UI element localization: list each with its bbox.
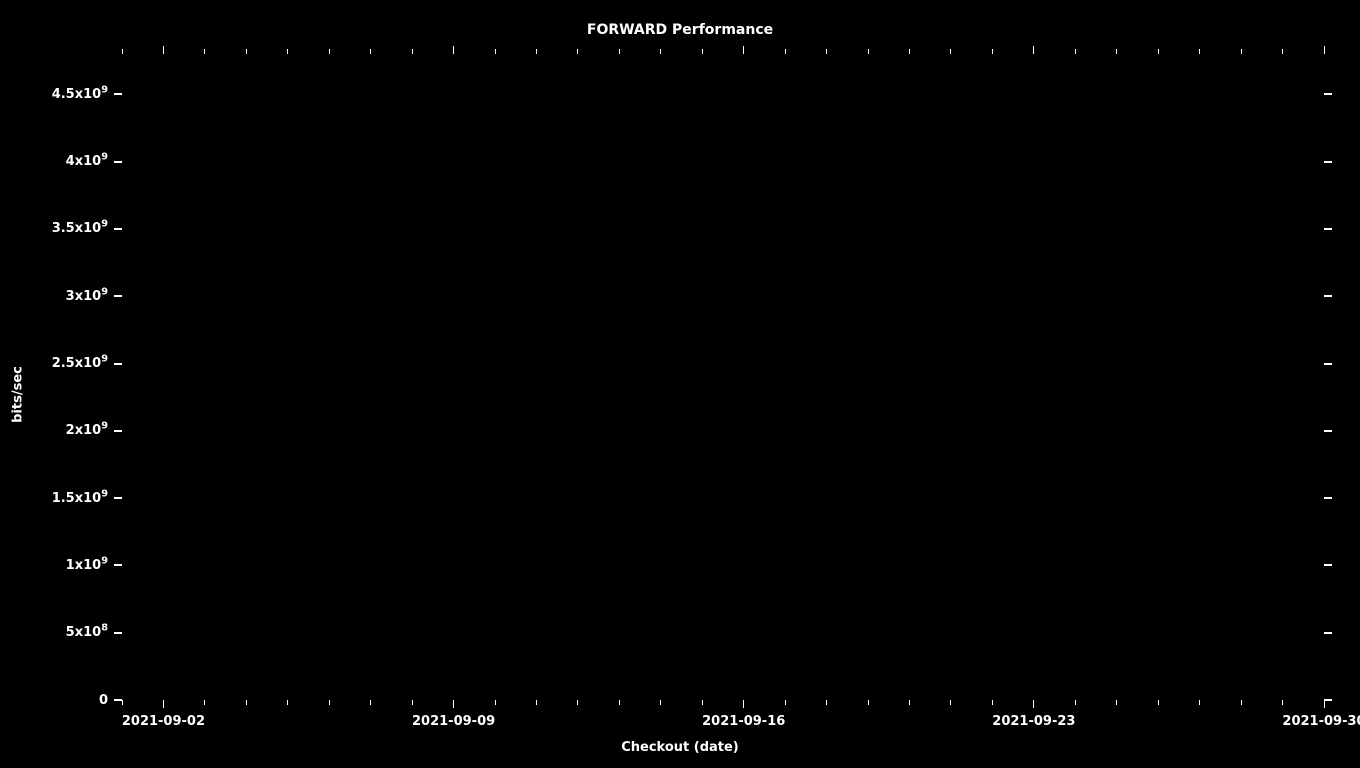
- x-tick-label: 2021-09-16: [702, 714, 785, 729]
- y-tick-mark: [1324, 564, 1332, 566]
- x-tick-mark: [826, 700, 827, 705]
- x-tick-mark: [577, 700, 578, 705]
- y-tick-label: 3x109: [66, 289, 108, 304]
- x-tick-mark: [536, 49, 537, 54]
- x-tick-mark: [1158, 49, 1159, 54]
- y-tick-label: 2.5x109: [52, 356, 108, 371]
- y-tick-mark: [1324, 363, 1332, 365]
- x-tick-mark: [826, 49, 827, 54]
- x-tick-mark: [1158, 700, 1159, 705]
- y-tick-mark: [1324, 632, 1332, 634]
- x-tick-mark: [246, 49, 247, 54]
- x-tick-mark: [453, 700, 454, 708]
- x-tick-mark: [1324, 700, 1325, 708]
- y-tick-mark: [114, 93, 122, 95]
- y-tick-mark: [114, 228, 122, 230]
- y-tick-mark: [1324, 93, 1332, 95]
- y-tick-label: 1.5x109: [52, 491, 108, 506]
- y-tick-mark: [1324, 430, 1332, 432]
- y-tick-mark: [114, 430, 122, 432]
- x-tick-mark: [743, 46, 744, 54]
- x-tick-mark: [785, 49, 786, 54]
- chart-title: FORWARD Performance: [0, 22, 1360, 38]
- x-tick-label: 2021-09-30: [1282, 714, 1360, 729]
- x-tick-label: 2021-09-09: [412, 714, 495, 729]
- x-tick-mark: [1282, 49, 1283, 54]
- x-tick-mark: [246, 700, 247, 705]
- y-tick-label: 1x109: [66, 558, 108, 573]
- y-tick-label: 4.5x109: [52, 87, 108, 102]
- x-tick-mark: [950, 700, 951, 705]
- x-tick-mark: [1075, 49, 1076, 54]
- x-tick-mark: [163, 700, 164, 708]
- x-tick-mark: [868, 49, 869, 54]
- x-tick-label: 2021-09-02: [122, 714, 205, 729]
- x-tick-mark: [163, 46, 164, 54]
- x-tick-mark: [1116, 49, 1117, 54]
- y-tick-mark: [1324, 295, 1332, 297]
- x-tick-mark: [619, 700, 620, 705]
- y-tick-mark: [114, 363, 122, 365]
- y-tick-mark: [1324, 228, 1332, 230]
- x-tick-mark: [329, 49, 330, 54]
- x-tick-mark: [329, 700, 330, 705]
- y-tick-mark: [1324, 699, 1332, 701]
- x-tick-mark: [1241, 49, 1242, 54]
- x-tick-mark: [1033, 700, 1034, 708]
- x-tick-mark: [660, 700, 661, 705]
- performance-chart: FORWARD Performance bits/sec Checkout (d…: [0, 0, 1360, 768]
- x-tick-label: 2021-09-23: [992, 714, 1075, 729]
- y-tick-label: 4x109: [66, 154, 108, 169]
- x-tick-mark: [992, 49, 993, 54]
- x-tick-mark: [1075, 700, 1076, 705]
- x-axis-label: Checkout (date): [0, 740, 1360, 755]
- x-tick-mark: [1324, 46, 1325, 54]
- x-tick-mark: [702, 49, 703, 54]
- x-tick-mark: [785, 700, 786, 705]
- y-tick-label: 5x108: [66, 625, 108, 640]
- x-tick-mark: [287, 700, 288, 705]
- x-tick-mark: [909, 49, 910, 54]
- x-tick-mark: [1033, 46, 1034, 54]
- x-tick-mark: [577, 49, 578, 54]
- x-tick-mark: [1116, 700, 1117, 705]
- y-tick-mark: [114, 295, 122, 297]
- x-tick-mark: [122, 700, 123, 705]
- x-tick-mark: [1241, 700, 1242, 705]
- x-tick-mark: [370, 49, 371, 54]
- y-tick-label: 3.5x109: [52, 221, 108, 236]
- x-tick-mark: [495, 700, 496, 705]
- x-tick-mark: [287, 49, 288, 54]
- y-tick-mark: [1324, 161, 1332, 163]
- y-tick-mark: [114, 564, 122, 566]
- y-tick-mark: [114, 497, 122, 499]
- x-tick-mark: [950, 49, 951, 54]
- x-tick-mark: [1282, 700, 1283, 705]
- y-axis-label: bits/sec: [11, 355, 26, 435]
- x-tick-mark: [204, 700, 205, 705]
- x-tick-mark: [660, 49, 661, 54]
- x-tick-mark: [909, 700, 910, 705]
- y-tick-mark: [114, 161, 122, 163]
- x-tick-mark: [122, 49, 123, 54]
- x-tick-mark: [743, 700, 744, 708]
- x-tick-mark: [412, 700, 413, 705]
- x-tick-mark: [370, 700, 371, 705]
- x-tick-mark: [453, 46, 454, 54]
- x-tick-mark: [495, 49, 496, 54]
- x-tick-mark: [702, 700, 703, 705]
- y-tick-mark: [1324, 497, 1332, 499]
- x-tick-mark: [1199, 49, 1200, 54]
- x-tick-mark: [1199, 700, 1200, 705]
- x-tick-mark: [204, 49, 205, 54]
- y-tick-label: 0: [99, 693, 108, 708]
- x-tick-mark: [536, 700, 537, 705]
- x-tick-mark: [412, 49, 413, 54]
- x-tick-mark: [868, 700, 869, 705]
- y-tick-mark: [114, 632, 122, 634]
- x-tick-mark: [992, 700, 993, 705]
- y-tick-label: 2x109: [66, 423, 108, 438]
- x-tick-mark: [619, 49, 620, 54]
